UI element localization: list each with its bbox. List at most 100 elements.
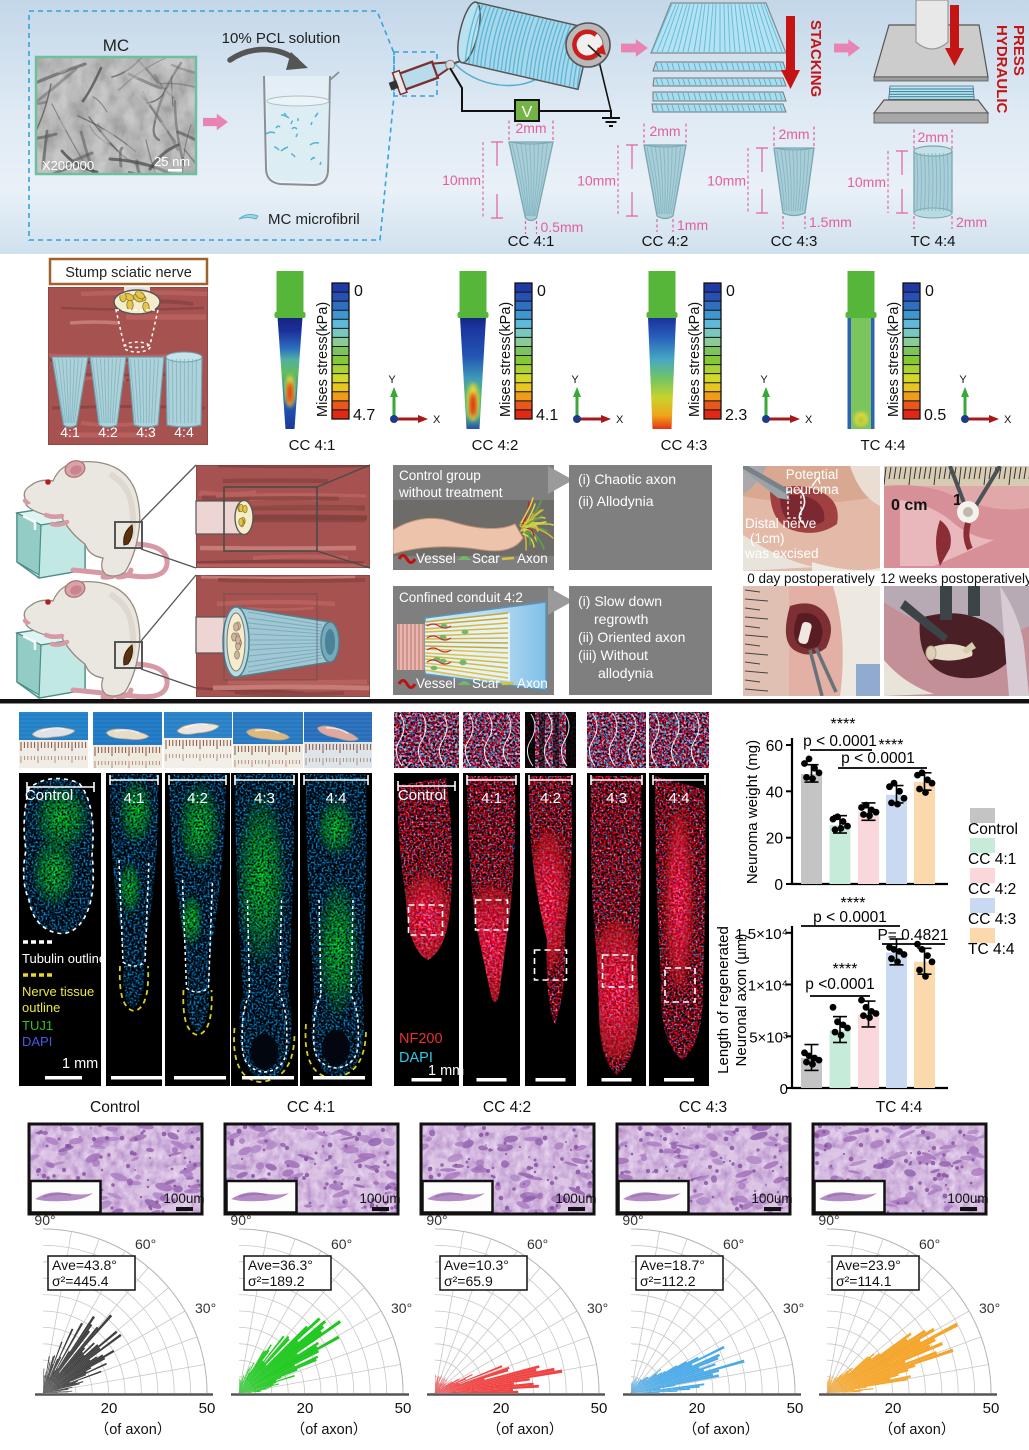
svg-text:4:4: 4:4 (174, 424, 194, 440)
svg-text:Control: Control (90, 1099, 140, 1116)
svg-text:10mm: 10mm (707, 173, 746, 189)
svg-text:CC 4:2: CC 4:2 (483, 1099, 531, 1116)
svg-text:0.5: 0.5 (924, 407, 946, 424)
svg-text:CC 4:1: CC 4:1 (289, 437, 336, 454)
svg-text:0: 0 (780, 1081, 788, 1098)
svg-text:4:1: 4:1 (124, 790, 145, 807)
svg-text:(ii) Oriented axon: (ii) Oriented axon (578, 629, 685, 645)
svg-text:Axon: Axon (517, 551, 548, 566)
svg-text:1 mm: 1 mm (428, 1063, 464, 1079)
svg-text:40: 40 (766, 784, 784, 801)
svg-text:TC 4:4: TC 4:4 (910, 233, 955, 250)
svg-text:Mises stress(kPa): Mises stress(kPa) (687, 302, 703, 417)
svg-text:1mm: 1mm (677, 217, 708, 233)
svg-text:σ²=189.2: σ²=189.2 (248, 1273, 305, 1289)
svg-text:X: X (433, 414, 441, 426)
svg-text:4:1: 4:1 (481, 790, 502, 807)
svg-text:4:4: 4:4 (326, 790, 347, 807)
svg-text:20: 20 (101, 1400, 118, 1417)
svg-text:20: 20 (766, 831, 784, 848)
svg-text:(i) Chaotic axon: (i) Chaotic axon (578, 471, 676, 487)
svg-text:Axon: Axon (517, 676, 548, 691)
svg-text:60°: 60° (135, 1236, 156, 1252)
svg-text:CC 4:3: CC 4:3 (679, 1099, 727, 1116)
svg-text:100um: 100um (751, 1191, 792, 1206)
svg-text:5×10³: 5×10³ (749, 1029, 788, 1046)
svg-text:100um: 100um (163, 1191, 204, 1206)
svg-text:σ²=114.1: σ²=114.1 (836, 1273, 892, 1289)
svg-text:Ave=23.9°: Ave=23.9° (836, 1257, 901, 1273)
svg-text:DAPI: DAPI (399, 1050, 433, 1066)
svg-text:Confined conduit 4:2: Confined conduit 4:2 (399, 590, 523, 605)
svg-text:0 cm: 0 cm (891, 497, 927, 514)
svg-text:Mises stress(kPa): Mises stress(kPa) (886, 302, 902, 417)
svg-text:（of axon）: （of axon） (95, 1421, 172, 1438)
svg-text:σ²=445.4: σ²=445.4 (52, 1273, 109, 1289)
svg-text:CC 4:2: CC 4:2 (472, 437, 519, 454)
svg-text:（of axon）: （of axon） (879, 1421, 956, 1438)
svg-text:4:2: 4:2 (98, 424, 118, 440)
svg-text:regrowth: regrowth (594, 611, 648, 627)
svg-text:TC 4:4: TC 4:4 (876, 1099, 923, 1116)
svg-text:0: 0 (774, 877, 783, 894)
svg-text:CC 4:3: CC 4:3 (968, 911, 1016, 928)
svg-text:1.5×10⁴: 1.5×10⁴ (735, 926, 788, 943)
svg-text:60°: 60° (919, 1236, 940, 1252)
svg-text:Neuronal axon (µm): Neuronal axon (µm) (733, 934, 750, 1067)
svg-text:4:2: 4:2 (187, 790, 208, 807)
svg-text:CC 4:1: CC 4:1 (968, 851, 1016, 868)
svg-text:V: V (522, 104, 533, 121)
svg-text:Mises stress(kPa): Mises stress(kPa) (498, 302, 514, 417)
svg-text:p < 0.0001: p < 0.0001 (803, 733, 877, 750)
svg-text:MC: MC (103, 36, 129, 55)
svg-text:4:2: 4:2 (540, 790, 561, 807)
svg-text:1 mm: 1 mm (62, 1056, 98, 1072)
svg-text:Control: Control (25, 787, 73, 804)
svg-text:30°: 30° (783, 1300, 804, 1316)
svg-text:0.5mm: 0.5mm (541, 219, 584, 235)
svg-text:0: 0 (925, 283, 934, 300)
svg-text:X: X (616, 414, 624, 426)
svg-text:NF200: NF200 (399, 1031, 443, 1047)
svg-text:(1cm): (1cm) (750, 531, 785, 546)
svg-text:X: X (1004, 414, 1012, 426)
svg-text:Vessel: Vessel (416, 551, 456, 566)
svg-text:****: **** (879, 737, 904, 754)
svg-text:（of axon）: （of axon） (291, 1421, 368, 1438)
svg-text:Y: Y (388, 374, 396, 386)
svg-text:1×10⁴: 1×10⁴ (748, 978, 788, 995)
svg-text:TC 4:4: TC 4:4 (968, 941, 1015, 958)
svg-text:10mm: 10mm (847, 174, 886, 190)
svg-text:2mm: 2mm (515, 120, 546, 136)
svg-text:4:4: 4:4 (669, 790, 690, 807)
svg-text:25 nm: 25 nm (154, 154, 190, 169)
svg-text:50: 50 (787, 1400, 804, 1417)
svg-text:Y: Y (760, 374, 768, 386)
svg-text:90°: 90° (230, 1212, 251, 1228)
svg-text:30°: 30° (587, 1300, 608, 1316)
svg-text:CC 4:1: CC 4:1 (287, 1099, 335, 1116)
svg-text:CC 4:3: CC 4:3 (661, 437, 708, 454)
svg-text:1: 1 (953, 492, 962, 509)
svg-text:Stump sciatic nerve: Stump sciatic nerve (65, 265, 192, 281)
svg-text:2.3: 2.3 (725, 407, 747, 424)
svg-text:Tubulin outline: Tubulin outline (22, 951, 106, 966)
svg-text:0 day postoperatively: 0 day postoperatively (747, 571, 875, 586)
svg-text:20: 20 (689, 1400, 706, 1417)
svg-text:Y: Y (959, 374, 967, 386)
svg-text:CC 4:2: CC 4:2 (968, 881, 1016, 898)
svg-text:Neuroma weight (mg): Neuroma weight (mg) (744, 740, 761, 884)
svg-text:12 weeks postoperatively: 12 weeks postoperatively (880, 571, 1029, 586)
svg-text:90°: 90° (622, 1212, 643, 1228)
svg-text:TC 4:4: TC 4:4 (860, 437, 905, 454)
svg-text:4:3: 4:3 (136, 424, 156, 440)
svg-text:Ave=43.8°: Ave=43.8° (52, 1257, 117, 1273)
svg-text:without treatment: without treatment (398, 485, 503, 500)
svg-text:****: **** (841, 895, 866, 912)
svg-text:4:3: 4:3 (254, 790, 275, 807)
svg-text:p <0.0001: p <0.0001 (805, 976, 874, 993)
svg-text:Length of regenerated: Length of regenerated (715, 926, 732, 1074)
svg-text:100um: 100um (555, 1191, 596, 1206)
svg-text:p < 0.0001: p < 0.0001 (813, 909, 887, 926)
svg-text:Scar: Scar (472, 551, 500, 566)
